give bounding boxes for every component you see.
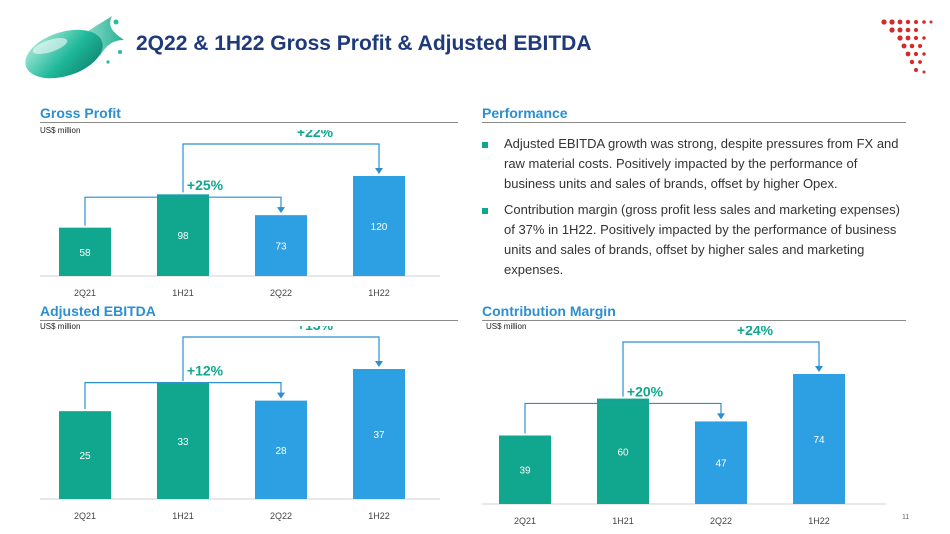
x-tick-label: 2Q22 bbox=[710, 516, 732, 526]
gross-profit-title: Gross Profit bbox=[40, 105, 121, 121]
x-tick-label: 1H22 bbox=[368, 511, 390, 521]
capsule-splash-logo-icon bbox=[20, 10, 126, 82]
x-tick-label: 1H21 bbox=[612, 516, 634, 526]
growth-label: +20% bbox=[627, 383, 664, 399]
bar-value-label: 33 bbox=[177, 437, 189, 448]
performance-bullet-list: Adjusted EBITDA growth was strong, despi… bbox=[482, 134, 902, 286]
gross-profit-rule bbox=[40, 122, 458, 123]
x-tick-label: 2Q21 bbox=[74, 511, 96, 521]
growth-label: +25% bbox=[187, 177, 224, 193]
growth-arrowhead bbox=[815, 366, 823, 372]
bar-value-label: 39 bbox=[519, 466, 531, 477]
bar-value-label: 120 bbox=[371, 222, 388, 233]
performance-bullet: Adjusted EBITDA growth was strong, despi… bbox=[482, 134, 902, 194]
x-tick-label: 2Q22 bbox=[270, 511, 292, 521]
bar-value-label: 28 bbox=[275, 446, 287, 457]
performance-rule bbox=[482, 122, 906, 123]
adjusted-ebitda-rule bbox=[40, 320, 458, 321]
gross-profit-chart: 58 2Q21 98 1H21 73 2Q22 120 1H22 +25% +22% bbox=[40, 130, 460, 300]
growth-label: +22% bbox=[297, 130, 334, 140]
adjusted-ebitda-chart: 25 2Q21 33 1H21 28 2Q22 37 1H22 +12% +13% bbox=[40, 326, 460, 526]
bar-value-label: 25 bbox=[79, 451, 91, 462]
growth-arrowhead bbox=[375, 361, 383, 367]
performance-bullet-text: Adjusted EBITDA growth was strong, despi… bbox=[504, 136, 899, 191]
bar-value-label: 74 bbox=[813, 435, 825, 446]
adjusted-ebitda-title: Adjusted EBITDA bbox=[40, 303, 156, 319]
contribution-margin-title: Contribution Margin bbox=[482, 303, 616, 319]
growth-arrowhead bbox=[717, 413, 725, 419]
x-tick-label: 1H21 bbox=[172, 288, 194, 298]
page-number: 11 bbox=[902, 514, 909, 521]
performance-bullet-text: Contribution margin (gross profit less s… bbox=[504, 202, 900, 277]
x-tick-label: 2Q21 bbox=[514, 516, 536, 526]
contribution-margin-chart: 39 2Q21 60 1H21 47 2Q22 74 1H22 +20% +24% bbox=[482, 326, 906, 526]
bar-value-label: 98 bbox=[177, 231, 189, 242]
contribution-margin-rule bbox=[482, 320, 906, 321]
brand-dots-icon bbox=[878, 16, 936, 78]
bar-value-label: 37 bbox=[373, 430, 385, 441]
bar-value-label: 73 bbox=[275, 242, 287, 253]
x-tick-label: 1H21 bbox=[172, 511, 194, 521]
square-bullet-icon bbox=[482, 142, 488, 148]
growth-arrowhead bbox=[277, 207, 285, 213]
x-tick-label: 2Q21 bbox=[74, 288, 96, 298]
performance-title: Performance bbox=[482, 105, 568, 121]
growth-arrowhead bbox=[375, 168, 383, 174]
growth-label: +12% bbox=[187, 363, 224, 379]
slide-title: 2Q22 & 1H22 Gross Profit & Adjusted EBIT… bbox=[136, 32, 592, 56]
growth-arrowhead bbox=[277, 393, 285, 399]
performance-bullet: Contribution margin (gross profit less s… bbox=[482, 200, 902, 280]
x-tick-label: 1H22 bbox=[368, 288, 390, 298]
x-tick-label: 1H22 bbox=[808, 516, 830, 526]
growth-label: +13% bbox=[297, 326, 334, 333]
bar-value-label: 47 bbox=[715, 459, 727, 470]
square-bullet-icon bbox=[482, 208, 488, 214]
bar-value-label: 58 bbox=[79, 248, 91, 259]
x-tick-label: 2Q22 bbox=[270, 288, 292, 298]
growth-label: +24% bbox=[737, 326, 774, 338]
bar-value-label: 60 bbox=[617, 447, 629, 458]
